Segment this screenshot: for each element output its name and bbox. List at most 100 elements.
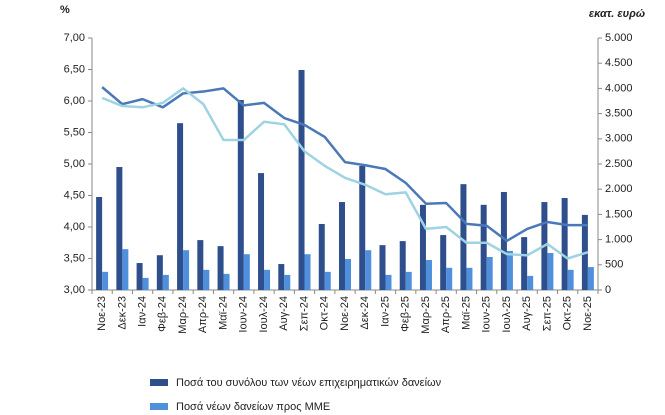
bar <box>561 198 568 290</box>
y2-tick-label: 1.000 <box>605 234 633 246</box>
bar <box>177 123 184 291</box>
bar <box>102 271 109 290</box>
line <box>101 87 589 260</box>
x-tick-label: Μαρ-24 <box>177 296 189 334</box>
bar <box>197 240 204 290</box>
bar <box>264 269 271 290</box>
bar <box>243 254 250 290</box>
bar <box>284 274 291 290</box>
x-tick-label: Νοε-23 <box>96 296 108 331</box>
bar <box>440 235 447 290</box>
bar <box>324 271 331 290</box>
y-tick-label: 3,50 <box>64 252 85 264</box>
y2-tick-label: 4.500 <box>605 57 633 69</box>
bar <box>122 249 129 290</box>
x-tick-label: Αυγ-25 <box>521 296 533 331</box>
x-tick-label: Απρ-24 <box>197 296 209 333</box>
x-tick-label: Σεπ-25 <box>541 296 553 331</box>
bar <box>203 269 210 290</box>
x-tick-label: Ιουν-25 <box>481 296 493 333</box>
bar <box>217 246 224 290</box>
bar <box>460 184 467 290</box>
bar <box>466 267 473 290</box>
bar <box>162 274 169 290</box>
x-tick-label: Μαρ-25 <box>420 296 432 334</box>
bar <box>318 223 325 290</box>
bar <box>486 256 493 290</box>
x-tick-label: Απρ-25 <box>440 296 452 333</box>
bar <box>521 237 528 290</box>
x-tick-label: Μαϊ-25 <box>460 296 472 330</box>
x-tick-label: Φεβ-24 <box>157 296 169 332</box>
y-tick-label: 3,00 <box>64 284 85 296</box>
legend-swatch <box>150 379 168 386</box>
legend-label: Ποσά του συνόλου των νέων επιχειρηματικώ… <box>176 377 442 389</box>
y-tick-label: 7,00 <box>64 32 85 44</box>
y2-axis-title: εκατ. ευρώ <box>589 8 645 20</box>
x-tick-label: Ιουλ-24 <box>258 296 270 333</box>
x-tick-label: Φεβ-25 <box>400 296 412 332</box>
x-tick-label: Αυγ-24 <box>278 296 290 331</box>
bar <box>96 197 103 290</box>
bar <box>339 202 345 290</box>
x-tick-label: Ιουν-24 <box>238 296 250 333</box>
bar <box>156 255 163 290</box>
bar <box>506 250 513 290</box>
y2-tick-label: 2.000 <box>605 183 633 195</box>
bar <box>399 241 406 290</box>
bar <box>480 204 487 290</box>
x-tick-label: Σεπ-24 <box>298 296 310 331</box>
y-tick-label: 6,50 <box>64 63 85 75</box>
bar <box>385 274 392 290</box>
y2-tick-label: 500 <box>605 259 623 271</box>
x-tick-label: Νοε-25 <box>582 296 594 331</box>
y2-tick-label: 3.000 <box>605 133 633 145</box>
bar <box>136 263 143 290</box>
bar <box>183 250 190 290</box>
bar <box>304 254 311 290</box>
y-tick-label: 6,00 <box>64 95 85 107</box>
bar <box>527 275 534 290</box>
x-tick-label: Οκτ-24 <box>319 296 331 330</box>
bar <box>567 269 574 290</box>
bar <box>500 191 507 290</box>
x-tick-label: Ιουλ-25 <box>501 296 513 333</box>
bar <box>237 99 244 290</box>
y-tick-label: 4,50 <box>64 189 85 201</box>
x-tick-label: Δεκ-23 <box>116 296 128 330</box>
bar <box>365 250 372 290</box>
bar <box>446 267 453 290</box>
bar <box>223 273 230 290</box>
bar <box>425 260 432 290</box>
x-tick-label: Μαϊ-24 <box>217 296 229 330</box>
x-tick-label: Ιαν-24 <box>137 296 149 327</box>
bar <box>587 267 594 290</box>
bar <box>345 259 351 290</box>
bar <box>278 264 285 290</box>
y-tick-label: 5,50 <box>64 126 85 138</box>
y-tick-label: 4,00 <box>64 221 85 233</box>
legend-label: Ποσά νέων δανείων προς ΜΜΕ <box>176 401 330 413</box>
line <box>101 86 588 243</box>
y2-tick-label: 5.000 <box>605 32 633 44</box>
y2-tick-label: 0 <box>605 284 611 296</box>
bar <box>419 204 426 290</box>
bar <box>359 166 366 290</box>
x-tick-label: Δεκ-24 <box>359 296 371 330</box>
bar <box>379 245 386 290</box>
y-tick-label: 5,00 <box>64 158 85 170</box>
bar <box>116 167 123 290</box>
legend-swatch <box>150 403 168 410</box>
y2-tick-label: 1.500 <box>605 208 633 220</box>
bar <box>547 252 554 290</box>
bar <box>298 70 305 290</box>
bar <box>142 277 149 290</box>
y2-tick-label: 2.500 <box>605 158 633 170</box>
bar <box>405 271 412 290</box>
x-tick-label: Νοε-24 <box>339 296 351 331</box>
y2-tick-label: 4.000 <box>605 82 633 94</box>
y2-tick-label: 3.500 <box>605 108 633 120</box>
x-tick-label: Οκτ-25 <box>562 296 574 330</box>
bar <box>258 173 265 290</box>
